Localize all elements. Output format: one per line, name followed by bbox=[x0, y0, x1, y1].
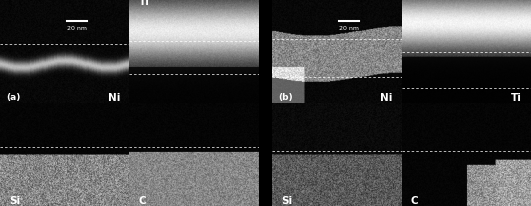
Text: (b): (b) bbox=[279, 93, 293, 102]
Text: 20 nm: 20 nm bbox=[339, 26, 359, 31]
Text: C: C bbox=[139, 196, 146, 206]
Text: 20 nm: 20 nm bbox=[67, 26, 87, 31]
Text: Ni: Ni bbox=[108, 93, 121, 103]
Text: (a): (a) bbox=[6, 93, 21, 102]
Text: C: C bbox=[410, 196, 418, 206]
Text: Ti: Ti bbox=[511, 93, 522, 103]
Text: Si: Si bbox=[9, 196, 20, 206]
Text: Ni: Ni bbox=[380, 93, 392, 103]
Text: Si: Si bbox=[281, 196, 293, 206]
Text: Ti: Ti bbox=[139, 0, 149, 7]
